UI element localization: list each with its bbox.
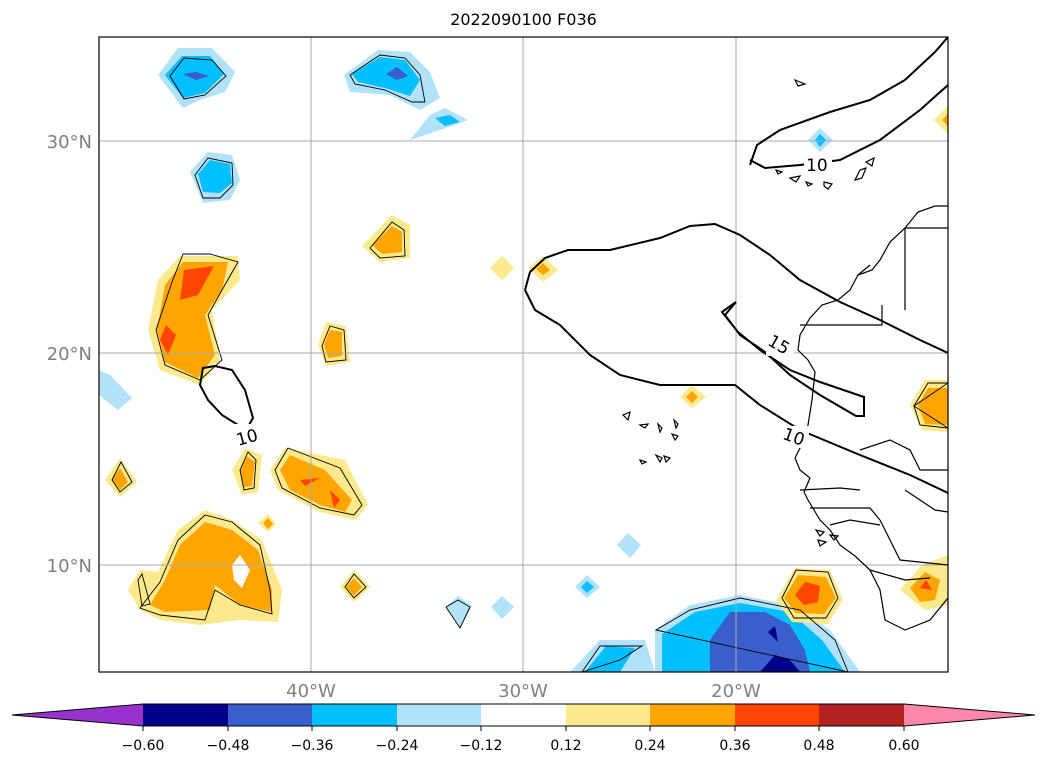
anomaly-blob bbox=[386, 67, 408, 80]
colorbar-tick-label: −0.60 bbox=[122, 738, 165, 754]
anomaly-blob bbox=[157, 262, 228, 378]
colorbar-tick-label: 0.24 bbox=[634, 738, 665, 754]
anomaly-outlines bbox=[111, 54, 948, 672]
anomaly-blob bbox=[491, 596, 514, 619]
anomaly-blob bbox=[240, 456, 255, 487]
colorbar-max-extension bbox=[904, 704, 1035, 726]
colorbar-ticks bbox=[142, 726, 905, 731]
colorbar-segment bbox=[650, 704, 735, 726]
lat-label-30n: 30°N bbox=[47, 132, 92, 153]
anomaly-blob bbox=[346, 578, 362, 596]
anomaly-blob bbox=[330, 490, 340, 508]
lon-label-30w: 30°W bbox=[498, 681, 548, 702]
anomaly-blob bbox=[760, 655, 800, 672]
colorbar-segment bbox=[819, 704, 904, 726]
map-frame bbox=[98, 36, 949, 673]
anomaly-blob bbox=[536, 263, 550, 275]
anomaly-blob bbox=[263, 518, 273, 529]
anomaly-blob bbox=[150, 522, 272, 612]
contour-label-bg bbox=[804, 154, 832, 176]
anomaly-blob bbox=[372, 226, 402, 254]
anomaly-blob bbox=[112, 468, 128, 490]
anomaly-blob bbox=[920, 580, 932, 590]
colorbar-tick-label: 0.60 bbox=[888, 738, 919, 754]
anomaly-blob bbox=[232, 555, 250, 588]
anomaly-blob bbox=[183, 72, 209, 80]
colorbar-segment bbox=[566, 704, 650, 726]
colorbar-segment bbox=[312, 704, 397, 726]
anomaly-blob bbox=[585, 646, 635, 672]
colorbar-tick-label: 0.48 bbox=[803, 738, 834, 754]
anomaly-blob bbox=[160, 325, 176, 355]
colorbar-segment bbox=[481, 704, 566, 726]
anomaly-blob bbox=[686, 391, 698, 403]
anomaly-blob bbox=[198, 160, 232, 193]
colorbar-tick-label: 0.12 bbox=[550, 738, 581, 754]
anomaly-blob bbox=[795, 582, 820, 605]
coastlines bbox=[621, 78, 948, 631]
map-field: 10 10 15 10 bbox=[99, 37, 948, 672]
lat-label-20n: 20°N bbox=[47, 344, 92, 365]
anomaly-blob bbox=[435, 115, 460, 126]
colorbar-tick-label: 0.36 bbox=[719, 738, 750, 754]
colorbar-segment bbox=[228, 704, 312, 726]
lon-label-40w: 40°W bbox=[286, 681, 336, 702]
anomaly-blob bbox=[942, 114, 948, 126]
anomaly-blob bbox=[710, 612, 810, 672]
anomaly-blob bbox=[324, 330, 342, 358]
anomaly-blob bbox=[352, 57, 420, 96]
anomaly-blob bbox=[180, 266, 214, 300]
anomaly-blob bbox=[581, 581, 594, 593]
anomaly-blob bbox=[934, 106, 948, 134]
colorbar-min-extension bbox=[12, 704, 143, 726]
anomaly-blob bbox=[490, 256, 514, 280]
lat-label-10n: 10°N bbox=[47, 556, 92, 577]
colorbar-segment bbox=[397, 704, 481, 726]
anomaly-blob bbox=[99, 370, 132, 410]
anomaly-blob bbox=[768, 626, 778, 642]
colorbar-tick-label: −0.12 bbox=[460, 738, 503, 754]
contour-label-bg bbox=[766, 334, 794, 356]
colorbar-segment bbox=[143, 704, 228, 726]
anomaly-blob bbox=[410, 108, 468, 140]
colorbar: −0.60 −0.48 −0.36 −0.24 −0.12 0.12 0.24 … bbox=[11, 703, 1036, 754]
negative-anomaly-areas bbox=[99, 48, 860, 672]
map-gridlines bbox=[99, 37, 948, 672]
anomaly-blob bbox=[918, 388, 948, 425]
contour-label-10-north: 10 bbox=[806, 156, 828, 176]
map-title: 2022090100 F036 bbox=[450, 10, 597, 29]
colorbar-tick-label: −0.36 bbox=[291, 738, 334, 754]
colorbar-tick-label: −0.48 bbox=[207, 738, 250, 754]
colorbar-segment bbox=[735, 704, 819, 726]
contour-label-bg bbox=[230, 424, 258, 446]
anomaly-blob bbox=[300, 478, 320, 486]
colorbar-tick-label: −0.24 bbox=[376, 738, 419, 754]
lon-label-20w: 20°W bbox=[711, 681, 761, 702]
contour-label-bg bbox=[781, 426, 809, 448]
anomaly-blob bbox=[617, 533, 641, 558]
